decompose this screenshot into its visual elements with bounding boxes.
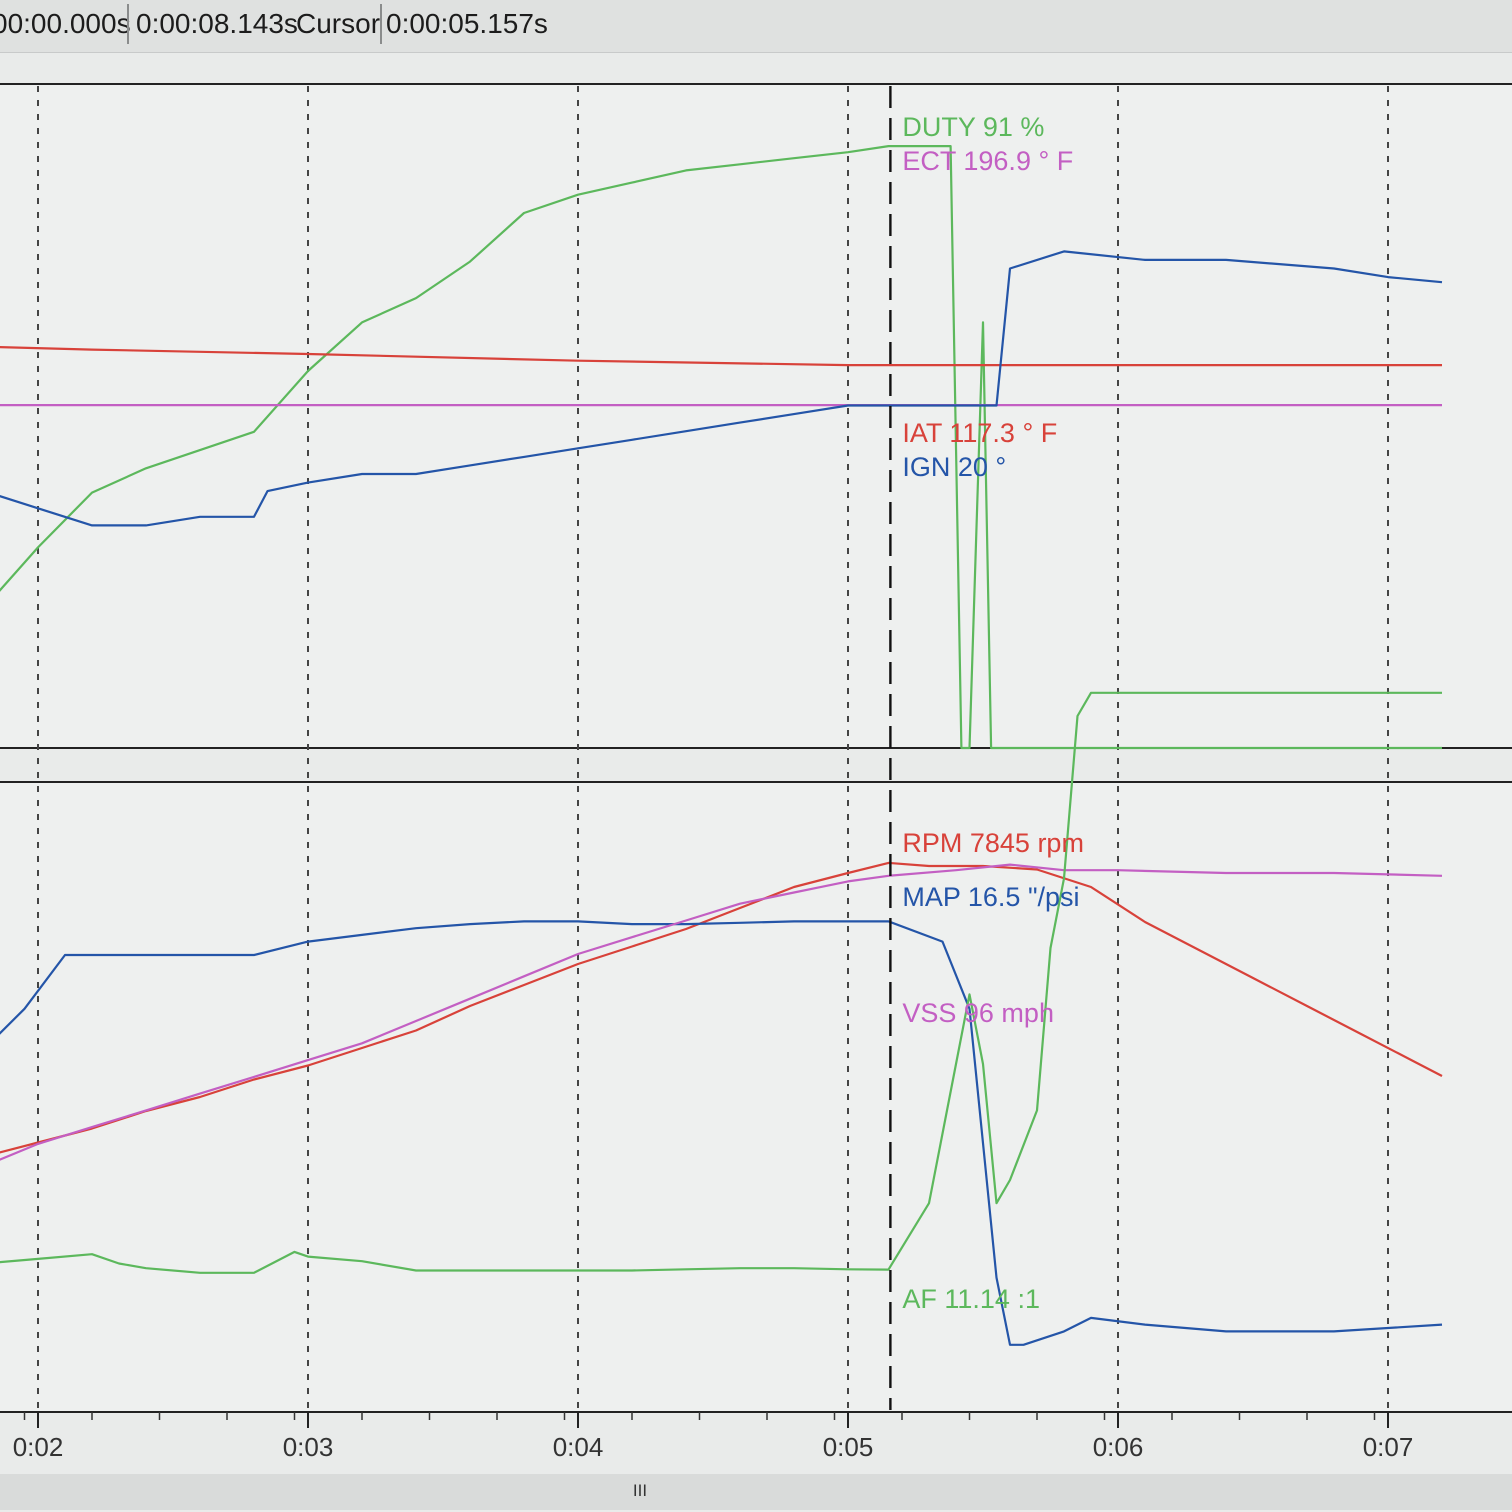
cursor-time-readout: 0:00:05.157s — [386, 8, 548, 39]
time-axis-tick-label: 0:05 — [823, 1432, 874, 1462]
cursor-label-duty: DUTY 91 % — [902, 112, 1044, 142]
cursor-label-iat: IAT 117.3 ° F — [902, 418, 1057, 448]
series-line-ign — [0, 250, 1443, 527]
time-toolbar: 00:00.000s 0:00:08.143s Cursor 0:00:05.1… — [0, 0, 1512, 53]
series-line-af — [0, 691, 1442, 1274]
series-line-rpm — [0, 861, 1443, 1154]
cursor-label-ign: IGN 20 ° — [902, 452, 1006, 482]
cursor-label: Cursor — [296, 8, 381, 39]
time-axis-tick-label: 0:03 — [283, 1432, 334, 1462]
time-axis-tick-label: 0:06 — [1093, 1432, 1144, 1462]
cursor-label-rpm: RPM 7845 rpm — [902, 828, 1084, 858]
time-axis-tick-label: 0:07 — [1363, 1432, 1414, 1462]
series-line-duty — [0, 145, 1442, 750]
cursor-label-ect: ECT 196.9 ° F — [902, 146, 1073, 176]
time-axis-tick-label: 0:04 — [553, 1432, 604, 1462]
end-time-readout: 0:00:08.143s — [136, 8, 298, 39]
toolbar-divider — [127, 4, 129, 44]
upper-panel-background — [0, 84, 1512, 748]
scrollbar-grip-icon[interactable]: III — [632, 1481, 648, 1500]
toolbar-divider — [380, 4, 382, 44]
series-line-iat — [0, 346, 1442, 367]
series-line-vss — [0, 863, 1443, 1161]
series-line-map — [0, 920, 1443, 1346]
start-time-readout: 00:00.000s — [0, 8, 131, 39]
cursor-label-af: AF 11.14 :1 — [902, 1284, 1040, 1314]
horizontal-scrollbar-track — [0, 1474, 1512, 1510]
cursor-label-vss: VSS 96 mph — [902, 998, 1054, 1028]
lower-panel-background — [0, 782, 1512, 1412]
time-axis-tick-label: 0:02 — [13, 1432, 64, 1462]
cursor-label-map: MAP 16.5 "/psi — [902, 882, 1079, 912]
